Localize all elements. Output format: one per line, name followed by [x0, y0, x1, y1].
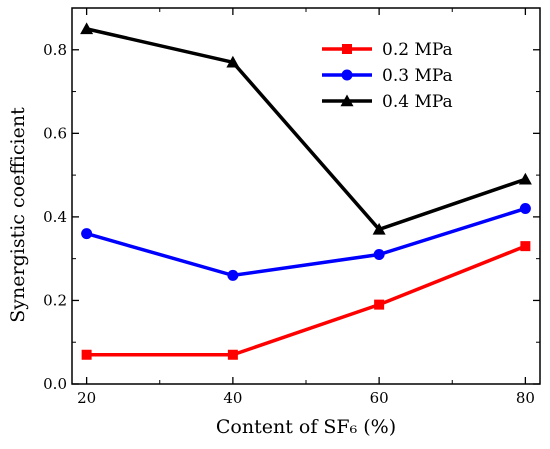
series-0-3-mpa — [81, 203, 531, 281]
data-point-circle — [373, 248, 385, 260]
series-0-2-mpa — [81, 241, 531, 360]
legend-item: 0.4 MPa — [322, 92, 453, 112]
data-point-triangle — [372, 222, 386, 235]
y-tick-label: 0.0 — [43, 375, 67, 393]
series-line — [86, 206, 526, 278]
y-axis-title: Synergistic coefficient — [7, 107, 29, 323]
data-point-square — [227, 349, 238, 360]
data-point-square — [374, 299, 385, 310]
legend-item: 0.3 MPa — [322, 66, 453, 86]
x-axis-title: Content of SF₆ (%) — [216, 416, 396, 438]
data-point-square — [81, 349, 92, 360]
series-line — [86, 27, 526, 232]
data-point-circle — [81, 228, 93, 240]
data-point-circle — [227, 269, 239, 281]
series-layer — [80, 22, 532, 360]
data-point-triangle — [226, 55, 240, 68]
x-tick-label: 80 — [516, 389, 535, 407]
data-point-triangle — [518, 172, 532, 185]
series-0-4-mpa — [80, 22, 532, 235]
y-tick-label: 0.4 — [43, 208, 67, 226]
data-point-circle — [519, 203, 531, 215]
data-point-circle — [341, 69, 353, 81]
x-tick-label: 60 — [370, 389, 389, 407]
legend-label: 0.3 MPa — [382, 66, 453, 86]
legend-label: 0.2 MPa — [382, 40, 453, 60]
y-tick-label: 0.8 — [43, 41, 67, 59]
x-tick-label: 40 — [223, 389, 242, 407]
plot-frame — [71, 7, 541, 385]
y-tick-label: 0.2 — [43, 291, 67, 309]
y-tick-label: 0.6 — [43, 124, 67, 142]
x-tick-label: 20 — [77, 389, 96, 407]
legend-item: 0.2 MPa — [322, 40, 453, 60]
data-point-square — [342, 44, 352, 54]
data-point-triangle — [80, 22, 94, 35]
legend: 0.2 MPa 0.3 MPa 0.4 MPa — [322, 40, 453, 112]
data-point-square — [520, 241, 531, 252]
data-point-triangle — [340, 94, 354, 107]
legend-label: 0.4 MPa — [382, 92, 453, 112]
series-line — [86, 244, 527, 357]
axes: 20 40 60 80 0.0 0.2 0.4 0.6 0.8 — [43, 7, 541, 407]
